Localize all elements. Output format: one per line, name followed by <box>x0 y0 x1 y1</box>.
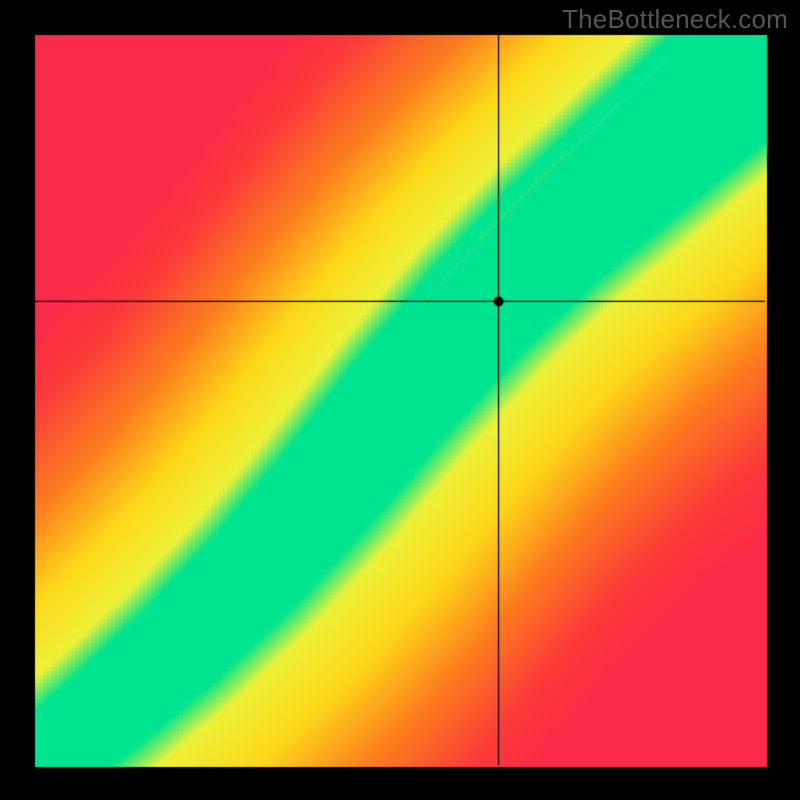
watermark-text: TheBottleneck.com <box>562 4 788 35</box>
bottleneck-heatmap <box>0 0 800 800</box>
